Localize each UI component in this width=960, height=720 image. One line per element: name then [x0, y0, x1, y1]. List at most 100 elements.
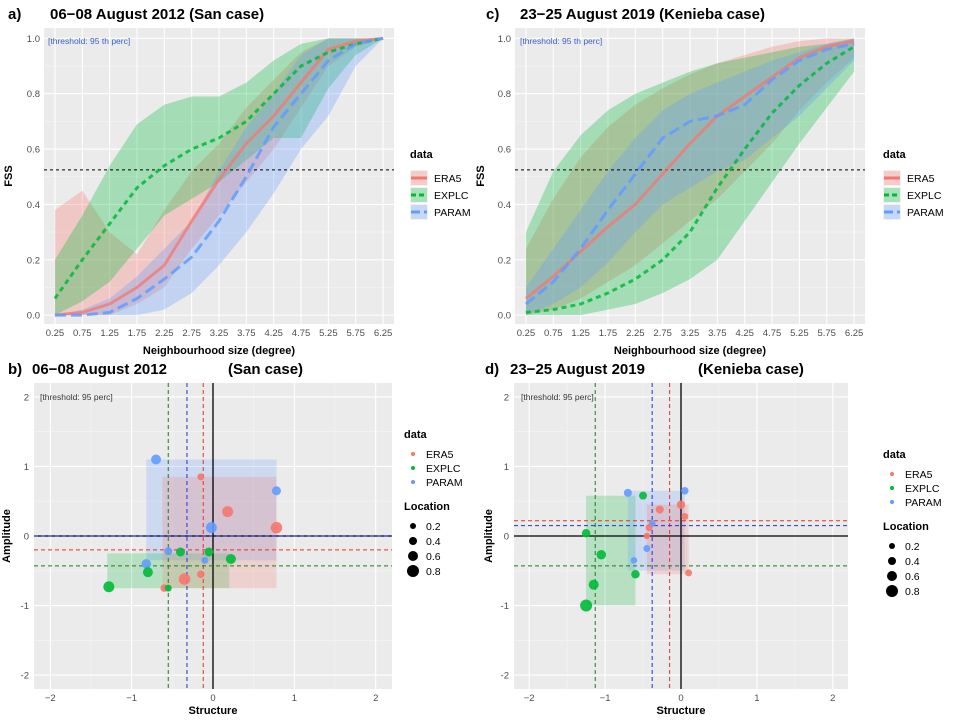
legend-label-param: PARAM — [905, 497, 942, 509]
point-era5 — [270, 521, 283, 534]
legend-d: data ERA5 EXPLC PARAM Location 0.2 0.4 0.6 0.8 — [883, 449, 942, 598]
point-explc — [639, 491, 648, 500]
legend-size-dot — [889, 543, 895, 549]
band-explc — [525, 38, 855, 316]
chart-b: -2 -1 0 1 2 −2 −1 0 1 2 [threshold: 95 perc] Stru… — [1, 383, 392, 717]
y-tick-label: -1 — [501, 601, 509, 612]
x-tick-label: 2 — [830, 693, 835, 704]
point-era5 — [685, 569, 693, 577]
point-param — [205, 522, 217, 534]
point-explc — [103, 581, 115, 593]
legend-size-dot — [887, 571, 897, 581]
legend-size-label: 0.8 — [905, 586, 920, 598]
panel-b-title: 06−08 August 2012 — [32, 361, 167, 378]
legend-b: data ERA5 EXPLC PARAM Location 0.2 0.4 0.6 0.8 — [404, 429, 463, 578]
legend-dot-param — [411, 480, 415, 484]
x-tick-label: 0.75 — [544, 328, 563, 339]
legend-size-dot — [407, 565, 419, 577]
y-tick-label: 1 — [504, 462, 509, 473]
y-tick-label: 0.4 — [498, 200, 511, 211]
x-tick-label: 1.25 — [571, 328, 590, 339]
line-param — [54, 36, 384, 317]
point-explc — [588, 579, 599, 590]
legend-title: data — [410, 149, 434, 161]
y-tick-label: 0.0 — [498, 311, 511, 322]
chart-d-axes — [514, 383, 848, 689]
point-explc — [631, 570, 640, 579]
chart-a-xlabel: Neighbourhood size (degree) — [143, 345, 296, 357]
legend-label-explc: EXPLC — [426, 463, 461, 475]
legend-label-era5: ERA5 — [426, 449, 454, 461]
x-tick-label: 2.75 — [182, 328, 201, 339]
legend-dot-era5 — [411, 452, 415, 456]
legend-dot-explc — [890, 486, 894, 490]
line-era5 — [524, 39, 855, 300]
legend-title: data — [883, 449, 907, 461]
panel-d-subtitle: (Kenieba case) — [698, 361, 804, 378]
chart-c-lines — [515, 39, 865, 314]
chart-c-ylabel: FSS — [475, 165, 487, 186]
x-tick-label: −1 — [126, 693, 137, 704]
x-tick-label: 1.75 — [599, 328, 618, 339]
legend-title: data — [883, 149, 907, 161]
x-tick-label: 2.25 — [626, 328, 645, 339]
chart-c-bands — [525, 38, 855, 316]
y-tick-label: 2 — [504, 392, 509, 403]
x-tick-label: 2.75 — [653, 328, 672, 339]
point-param — [201, 556, 209, 564]
x-tick-label: 6.25 — [374, 328, 393, 339]
legend-label-era5: ERA5 — [434, 173, 462, 185]
x-tick-label: 1 — [292, 693, 297, 704]
chart-a-annotation: [threshold: 95 th perc] — [48, 36, 130, 46]
x-tick-label: 4.25 — [735, 328, 754, 339]
legend-label-explc: EXPLC — [905, 483, 940, 495]
panel-b-label: b) — [8, 361, 22, 378]
x-tick-label: 5.75 — [346, 328, 365, 339]
x-tick-label: 2.25 — [155, 328, 174, 339]
point-param — [271, 486, 281, 496]
point-era5 — [222, 506, 234, 518]
x-tick-label: 3.75 — [708, 328, 727, 339]
panel-c-label: c) — [486, 6, 499, 23]
y-tick-label: 0.2 — [27, 255, 40, 266]
band-param — [54, 38, 384, 316]
range-box-param — [627, 490, 685, 571]
band-param — [525, 38, 855, 316]
point-explc — [596, 550, 607, 560]
x-tick-label: 0 — [678, 693, 683, 704]
range-box-era5 — [162, 476, 277, 589]
legend-size-dot — [888, 557, 896, 565]
panel-b-subtitle: (San case) — [228, 361, 303, 378]
chart-d: -2 -1 0 1 2 −2 −1 0 1 2 [threshold: 95 perc] Stru… — [483, 383, 848, 717]
point-param — [623, 488, 632, 497]
chart-b-annotation: [threshold: 95 perc] — [40, 392, 113, 402]
chart-b-points — [103, 454, 283, 593]
legend-size-dot — [409, 537, 417, 545]
x-tick-label: 5.25 — [319, 328, 338, 339]
x-tick-label: 1 — [754, 693, 759, 704]
point-param — [681, 487, 689, 495]
chart-b-ylabel: Amplitude — [1, 509, 13, 563]
x-tick-label: 2 — [373, 693, 378, 704]
legend-size-label: 0.4 — [426, 536, 441, 548]
legend-size-label: 0.8 — [426, 566, 441, 578]
y-tick-label: 0.0 — [27, 311, 40, 322]
legend-size-label: 0.4 — [905, 556, 920, 568]
x-tick-label: 6.25 — [845, 328, 864, 339]
point-explc — [204, 547, 214, 557]
x-tick-label: 4.75 — [763, 328, 782, 339]
x-tick-label: −1 — [600, 693, 611, 704]
y-tick-label: 1.0 — [498, 34, 511, 45]
x-tick-label: −2 — [524, 693, 535, 704]
x-tick-label: 1.75 — [128, 328, 147, 339]
legend-label-era5: ERA5 — [905, 469, 933, 481]
chart-c: 0.0 0.2 0.4 0.6 0.8 1.0 0.25 0.75 1.25 1.75 2.25 2.… — [475, 28, 865, 357]
point-era5 — [681, 513, 689, 521]
point-param — [643, 545, 651, 553]
point-era5 — [676, 500, 686, 509]
y-tick-label: 0.6 — [27, 145, 40, 156]
chart-a-ticks: 0.0 0.2 0.4 0.6 0.8 1.0 0.25 0.75 1.25 1.75 2.25 2.… — [27, 34, 393, 339]
point-explc — [225, 553, 236, 564]
